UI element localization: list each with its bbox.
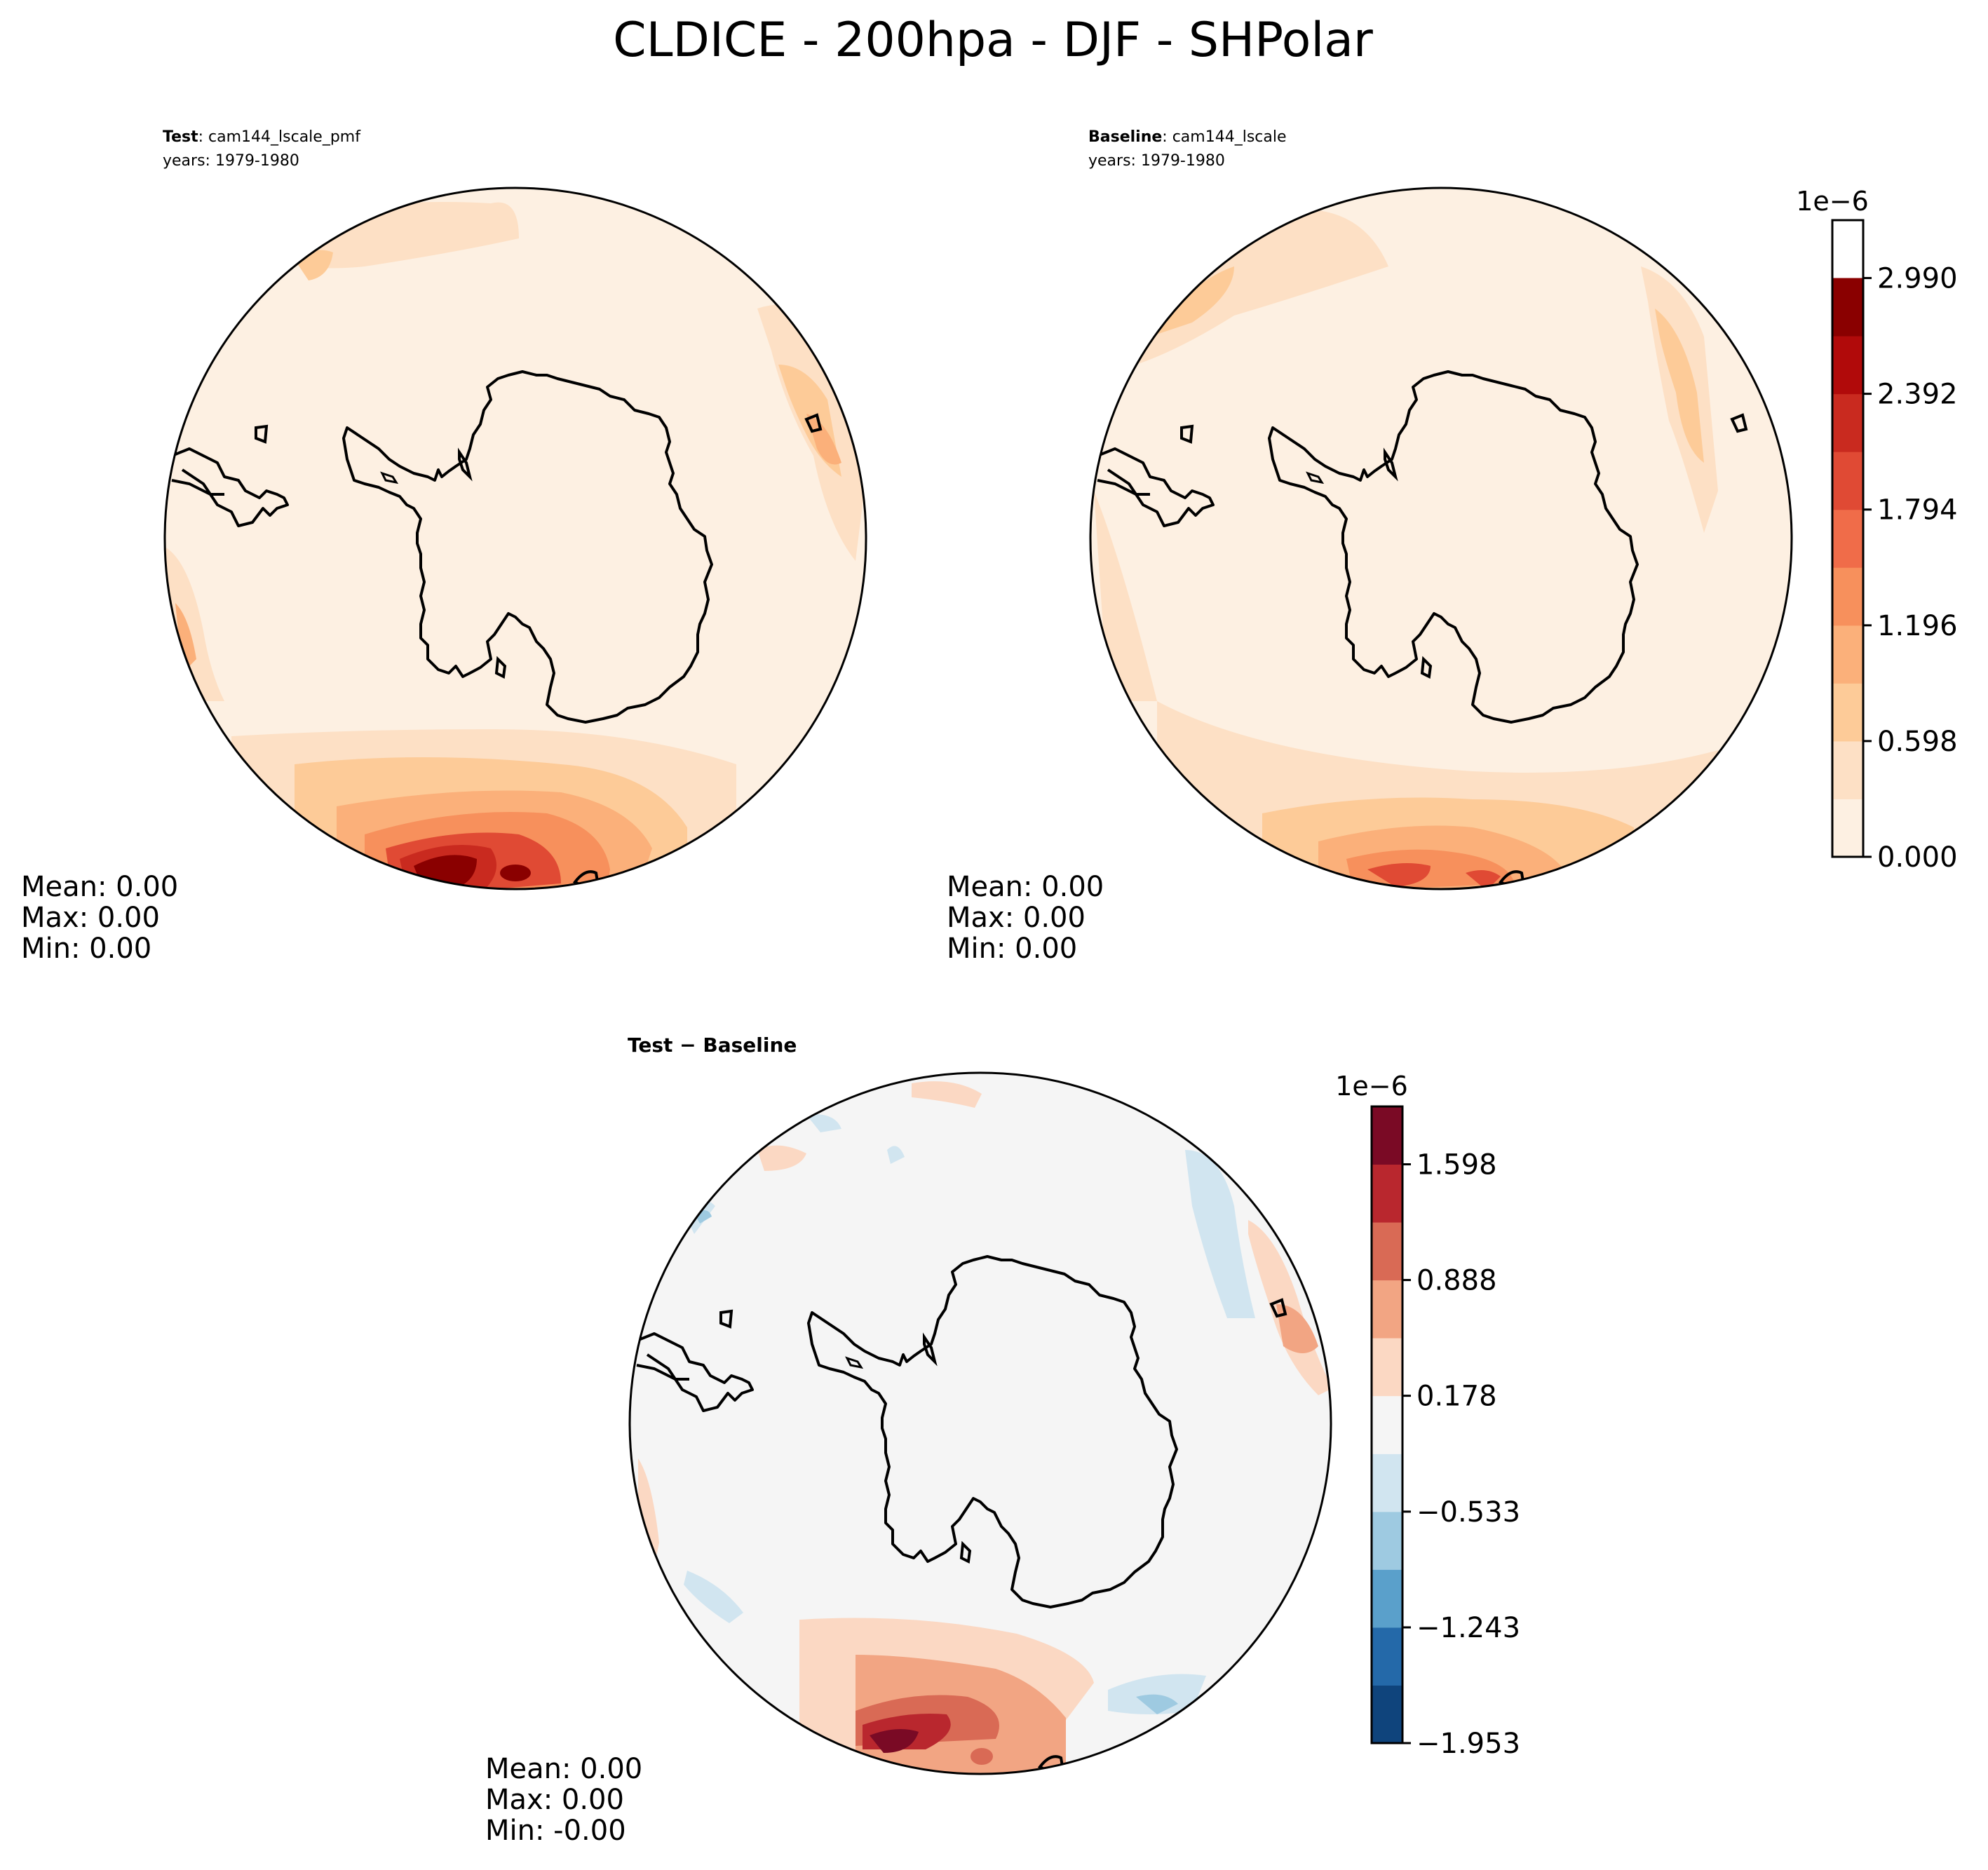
colorbar-main-segment <box>1832 452 1863 510</box>
colorbar-diff-tick-label: −1.953 <box>1416 1728 1520 1760</box>
baseline-stat-max: Max: 0.00 <box>947 902 1086 934</box>
test-coastlines <box>170 370 823 889</box>
colorbar-main-tick-label: 0.598 <box>1877 726 1958 758</box>
colorbar-diff-segment <box>1372 1511 1402 1570</box>
colorbar-diff-tick-label: 0.888 <box>1416 1265 1497 1297</box>
test-label: Test: cam144_lscale_pmf <box>163 128 361 146</box>
baseline-years: years: 1979-1980 <box>1088 152 1225 170</box>
baseline-label-bold: Baseline <box>1088 128 1162 146</box>
test-stat-mean: Mean: 0.00 <box>21 871 178 903</box>
panel-test: Test: cam144_lscale_pmf years: 1979-1980 <box>21 128 867 965</box>
colorbar-diff-tick-label: 0.178 <box>1416 1381 1497 1413</box>
colorbar-main-tick-label: 2.990 <box>1877 263 1958 295</box>
colorbar-diff-segment <box>1372 1454 1402 1512</box>
colorbar-diff-tick-label: −0.533 <box>1416 1496 1520 1529</box>
diff-stat-min: Min: -0.00 <box>485 1815 626 1847</box>
colorbar-diff-segment <box>1372 1222 1402 1281</box>
colorbar-main-segment <box>1832 567 1863 626</box>
colorbar-main-tick-label: 1.794 <box>1877 494 1958 527</box>
diff-map-boundary <box>628 1071 1332 1775</box>
colorbar-diff-segment <box>1372 1569 1402 1628</box>
colorbar-main-segment <box>1832 509 1863 568</box>
colorbar-diff-tick-label: −1.243 <box>1416 1612 1520 1644</box>
colorbar-diff-segment <box>1372 1627 1402 1686</box>
test-label-bold: Test <box>163 128 198 146</box>
baseline-map-field <box>1090 188 1792 889</box>
figure-title: CLDICE - 200hpa - DJF - SHPolar <box>613 13 1373 68</box>
colorbar-main-segment <box>1832 278 1863 337</box>
colorbar-diff-frame <box>1370 1105 1404 1744</box>
test-stat-min: Min: 0.00 <box>21 933 151 965</box>
colorbar-diff-segment <box>1372 1338 1402 1397</box>
colorbar-main-segment <box>1832 683 1863 742</box>
colorbar-diff-scale-label: 1e−6 <box>1335 1071 1408 1102</box>
colorbar-diff-tick-label: 1.598 <box>1416 1149 1497 1181</box>
colorbar-diff-segment <box>1372 1685 1402 1744</box>
diff-coastlines <box>635 1255 1287 1774</box>
colorbar-diff-segment <box>1372 1106 1402 1165</box>
colorbar-main-segment <box>1832 393 1863 452</box>
test-stat-max: Max: 0.00 <box>21 902 160 934</box>
colorbar-main-frame <box>1831 219 1865 858</box>
baseline-stat-mean: Mean: 0.00 <box>947 871 1104 903</box>
colorbar-main-tick-label: 0.000 <box>1877 841 1958 874</box>
baseline-map-boundary <box>1089 187 1793 890</box>
test-years: years: 1979-1980 <box>163 152 299 170</box>
colorbar-diff-segment <box>1372 1395 1402 1454</box>
colorbar-diff: 1e−6 −1.953 −1.243 −0.533 0.178 0.888 1.598 <box>1335 1071 1520 1760</box>
baseline-label: Baseline: cam144_lscale <box>1088 128 1287 146</box>
colorbar-diff-segment <box>1372 1164 1402 1223</box>
colorbar-main-segment <box>1832 336 1863 395</box>
diff-label: Test − Baseline <box>628 1034 797 1057</box>
panel-diff: Test − Baseline <box>485 1034 1332 1847</box>
diff-stat-mean: Mean: 0.00 <box>485 1753 642 1785</box>
baseline-coastlines <box>1096 370 1748 889</box>
colorbar-main-segment <box>1832 740 1863 799</box>
colorbar-main-scale-label: 1e−6 <box>1796 186 1869 217</box>
colorbar-main-tick-label: 1.196 <box>1877 610 1958 642</box>
test-map-field <box>165 188 866 889</box>
colorbar-main-segment <box>1832 799 1863 858</box>
test-map-boundary <box>163 187 867 890</box>
diff-stat-max: Max: 0.00 <box>485 1784 624 1816</box>
diff-map-field <box>630 1073 1331 1774</box>
test-label-rest: : cam144_lscale_pmf <box>198 128 362 146</box>
colorbar-diff-segment <box>1372 1280 1402 1339</box>
panel-baseline: Baseline: cam144_lscale years: 1979-1980… <box>947 128 1793 965</box>
colorbar-main-segment <box>1832 625 1863 684</box>
colorbar-main-tick-label: 2.392 <box>1877 379 1958 411</box>
baseline-label-rest: : cam144_lscale <box>1162 128 1286 146</box>
baseline-stat-min: Min: 0.00 <box>947 933 1077 965</box>
colorbar-main: 1e−6 0.000 0.598 1.196 1.794 2.392 2.990 <box>1796 186 1957 874</box>
